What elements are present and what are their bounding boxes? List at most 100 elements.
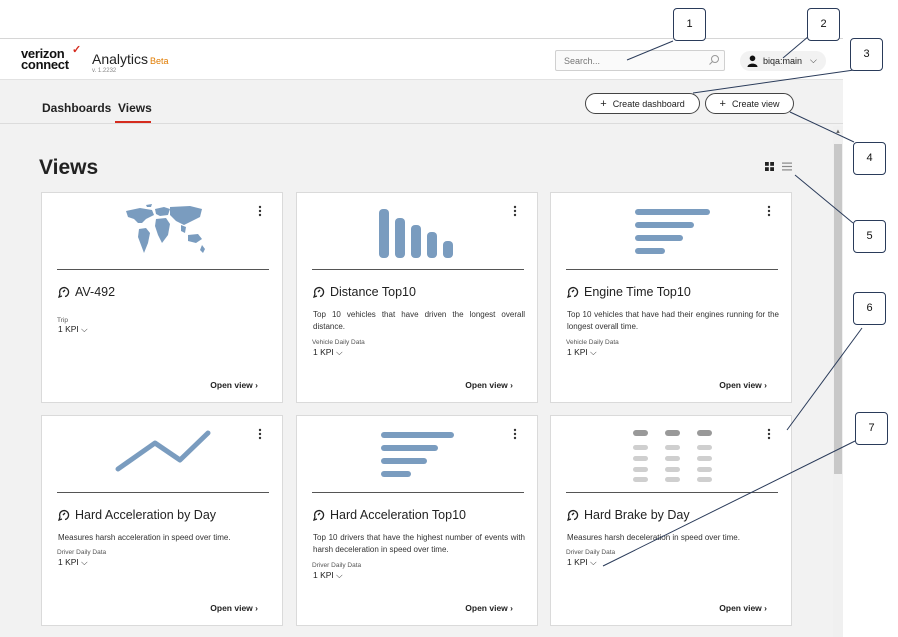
- open-view-label: Open view: [465, 380, 508, 390]
- view-card[interactable]: AV-492 Trip 1 KPI ⌵ Open view ›: [41, 192, 283, 403]
- create-view-button[interactable]: + Create view: [705, 93, 794, 114]
- kpi-count: 1 KPI: [567, 557, 588, 567]
- user-name: biqa:main: [763, 56, 803, 66]
- view-type-icon: [567, 286, 579, 298]
- card-title[interactable]: Hard Acceleration by Day: [58, 508, 216, 522]
- card-divider: [566, 269, 778, 270]
- chevron-right-icon: ›: [764, 603, 767, 613]
- card-source: Vehicle Daily Data: [566, 339, 619, 346]
- view-card[interactable]: Hard Acceleration by Day Measures harsh …: [41, 415, 283, 626]
- callout-5: 5: [853, 220, 886, 253]
- open-view-link[interactable]: Open view ›: [465, 603, 513, 613]
- card-source: Trip: [57, 317, 68, 324]
- user-icon: [747, 55, 758, 67]
- tab-dashboards[interactable]: Dashboards: [42, 101, 112, 115]
- open-view-link[interactable]: Open view ›: [465, 380, 513, 390]
- logo-check-icon: ✓: [72, 44, 82, 56]
- card-title[interactable]: Distance Top10: [313, 285, 416, 299]
- card-title[interactable]: AV-492: [58, 285, 115, 299]
- card-divider: [312, 269, 524, 270]
- beta-badge: Beta: [150, 56, 169, 66]
- callout-4: 4: [853, 142, 886, 175]
- open-view-link[interactable]: Open view ›: [210, 603, 258, 613]
- kpi-dropdown[interactable]: 1 KPI ⌵: [58, 324, 88, 335]
- kpi-dropdown[interactable]: 1 KPI ⌵: [567, 347, 597, 358]
- more-options-icon[interactable]: [767, 428, 771, 440]
- open-view-link[interactable]: Open view ›: [210, 380, 258, 390]
- card-title-text: Hard Brake by Day: [584, 508, 690, 522]
- kpi-count: 1 KPI: [313, 570, 334, 580]
- search-input[interactable]: Search...: [555, 50, 725, 71]
- open-view-label: Open view: [465, 603, 508, 613]
- chevron-down-icon: ⌵: [81, 557, 88, 567]
- verizon-connect-logo[interactable]: verizon connect ✓: [21, 45, 81, 72]
- scrollbar-thumb[interactable]: [834, 144, 842, 474]
- user-menu[interactable]: biqa:main ⌵: [740, 51, 826, 71]
- view-card[interactable]: Distance Top10 Top 10 vehicles that have…: [296, 192, 538, 403]
- callout-2: 2: [807, 8, 840, 41]
- create-dashboard-button[interactable]: + Create dashboard: [585, 93, 700, 114]
- card-title[interactable]: Hard Brake by Day: [567, 508, 690, 522]
- chevron-right-icon: ›: [255, 380, 258, 390]
- callout-7: 7: [855, 412, 888, 445]
- kpi-dropdown[interactable]: 1 KPI ⌵: [58, 557, 88, 568]
- card-title-text: Hard Acceleration by Day: [75, 508, 217, 522]
- view-card[interactable]: Hard Brake by Day Measures harsh deceler…: [550, 415, 792, 626]
- view-card[interactable]: Engine Time Top10 Top 10 vehicles that h…: [550, 192, 792, 403]
- logo-line2: connect: [21, 57, 69, 72]
- search-icon[interactable]: [708, 54, 720, 66]
- card-title-text: Engine Time Top10: [584, 285, 691, 299]
- kpi-count: 1 KPI: [567, 347, 588, 357]
- kpi-count: 1 KPI: [58, 324, 79, 334]
- card-title[interactable]: Engine Time Top10: [567, 285, 691, 299]
- more-options-icon[interactable]: [513, 428, 517, 440]
- kpi-count: 1 KPI: [313, 347, 334, 357]
- chevron-down-icon: ⌵: [590, 557, 597, 567]
- chevron-down-icon: ⌵: [336, 570, 343, 580]
- more-options-icon[interactable]: [258, 205, 262, 217]
- more-options-icon[interactable]: [258, 428, 262, 440]
- card-description: Top 10 drivers that have the highest num…: [313, 533, 525, 554]
- kpi-dropdown[interactable]: 1 KPI ⌵: [567, 557, 597, 568]
- card-source: Driver Daily Data: [566, 549, 616, 556]
- card-divider: [57, 492, 269, 493]
- open-view-label: Open view: [719, 380, 762, 390]
- more-options-icon[interactable]: [767, 205, 771, 217]
- view-type-icon: [58, 509, 70, 521]
- view-card[interactable]: Hard Acceleration Top10 Top 10 drivers t…: [296, 415, 538, 626]
- chevron-right-icon: ›: [510, 603, 513, 613]
- list-view-icon[interactable]: [782, 162, 792, 171]
- tab-views[interactable]: Views: [118, 101, 152, 115]
- card-description: Top 10 vehicles that have had their engi…: [567, 310, 779, 331]
- callout-6: 6: [853, 292, 886, 325]
- plus-icon: +: [719, 98, 726, 110]
- grid-view-icon[interactable]: [765, 162, 774, 171]
- card-divider: [566, 492, 778, 493]
- card-source: Driver Daily Data: [57, 549, 107, 556]
- scroll-up-icon[interactable]: ▲: [835, 129, 841, 135]
- app-name-text: Analytics: [92, 51, 149, 67]
- card-title-text: AV-492: [75, 285, 116, 299]
- view-type-icon: [313, 509, 325, 521]
- bar-chart-thumbnail: [379, 209, 453, 258]
- horizontal-bars-thumbnail: [381, 432, 454, 477]
- open-view-link[interactable]: Open view ›: [719, 380, 767, 390]
- kpi-dropdown[interactable]: 1 KPI ⌵: [313, 570, 343, 581]
- card-divider: [57, 269, 269, 270]
- callout-3: 3: [850, 38, 883, 71]
- world-map-thumbnail: [126, 204, 205, 253]
- card-source: Driver Daily Data: [312, 562, 362, 569]
- active-tab-indicator: [115, 121, 151, 123]
- more-options-icon[interactable]: [513, 205, 517, 217]
- card-description: Measures harsh acceleration in speed ove…: [58, 533, 231, 542]
- nav-bar: Dashboards Views + Create dashboard + Crea…: [0, 81, 843, 124]
- vertical-scrollbar[interactable]: ▲: [833, 126, 843, 637]
- kpi-dropdown[interactable]: 1 KPI ⌵: [313, 347, 343, 358]
- chevron-down-icon: ⌵: [810, 55, 817, 65]
- line-chart-thumbnail: [115, 430, 211, 472]
- card-title[interactable]: Hard Acceleration Top10: [313, 508, 466, 522]
- table-thumbnail: [633, 430, 712, 482]
- kpi-count: 1 KPI: [58, 557, 79, 567]
- open-view-link[interactable]: Open view ›: [719, 603, 767, 613]
- analytics-app: verizon connect ✓ Analytics Beta v. 1.223…: [0, 38, 843, 637]
